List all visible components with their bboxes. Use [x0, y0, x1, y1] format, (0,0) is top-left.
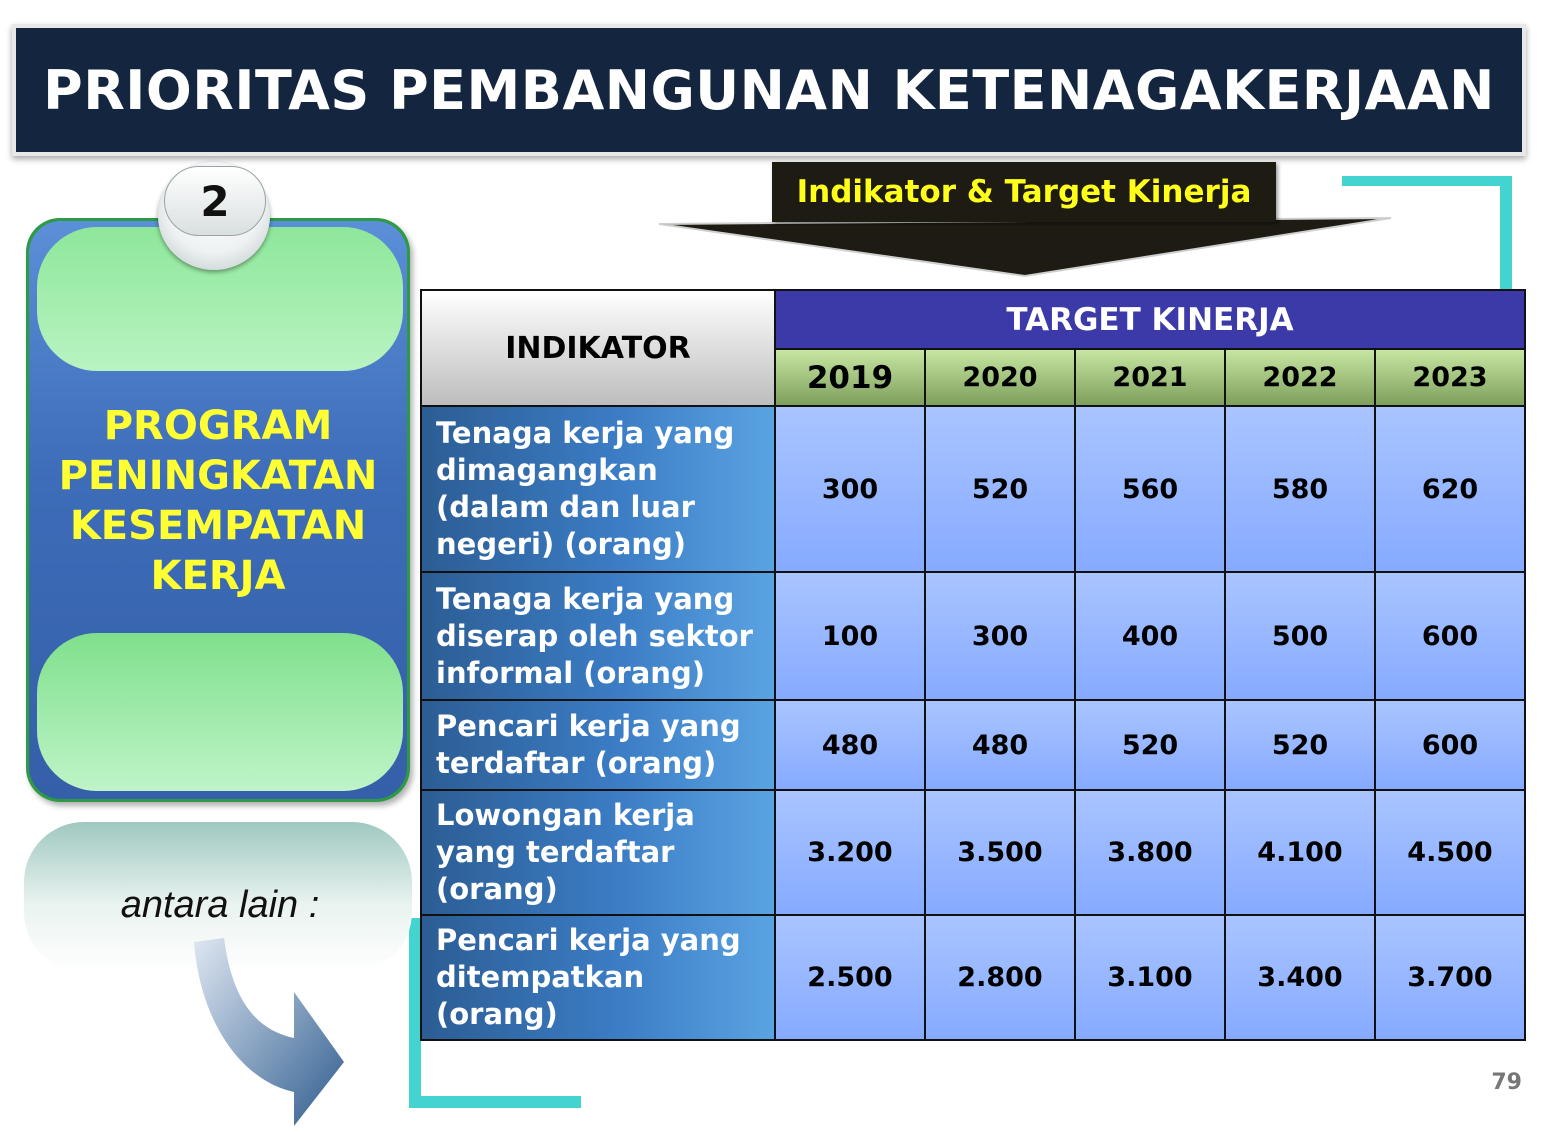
table-row: Pencari kerja yang terdaftar (orang) 480… — [420, 699, 1526, 791]
program-bottom-pill — [37, 633, 403, 791]
table-cell: 520 — [1224, 699, 1376, 791]
table-row: Tenaga kerja yang dimagangkan (dalam dan… — [420, 405, 1526, 573]
table-cell: 400 — [1074, 571, 1226, 701]
row-indicator-label: Pencari kerja yang ditempatkan (orang) — [420, 914, 776, 1041]
table-cell: 3.400 — [1224, 914, 1376, 1041]
table-cell: 600 — [1374, 571, 1526, 701]
row-indicator-label: Tenaga kerja yang diserap oleh sektor in… — [420, 571, 776, 701]
indicator-banner: Indikator & Target Kinerja — [772, 162, 1276, 222]
table-cell: 600 — [1374, 699, 1526, 791]
table-cell: 3.200 — [774, 789, 926, 916]
table-cell: 620 — [1374, 405, 1526, 573]
down-arrow-icon — [658, 217, 1392, 278]
row-indicator-label: Lowongan kerja yang terdaftar (orang) — [420, 789, 776, 916]
target-table: INDIKATOR TARGET KINERJA 2019 2020 2021 … — [420, 288, 1526, 1041]
target-kinerja-header: TARGET KINERJA — [774, 288, 1526, 351]
table-cell: 480 — [774, 699, 926, 791]
page-title: PRIORITAS PEMBANGUNAN KETENAGAKERJAAN — [43, 58, 1495, 122]
indikator-header: INDIKATOR — [420, 289, 776, 407]
table-cell: 2.800 — [924, 914, 1076, 1041]
table-cell: 100 — [774, 571, 926, 701]
year-header: 2019 — [774, 348, 926, 407]
table-row: Pencari kerja yang ditempatkan (orang) 2… — [420, 914, 1526, 1041]
program-title: PROGRAM PENINGKATAN KESEMPATAN KERJA — [29, 401, 407, 601]
year-header: 2021 — [1074, 348, 1226, 407]
table-cell: 500 — [1224, 571, 1376, 701]
table-cell: 520 — [1074, 699, 1226, 791]
table-cell: 580 — [1224, 405, 1376, 573]
table-cell: 520 — [924, 405, 1076, 573]
teal-bracket-top-horizontal — [1342, 176, 1512, 186]
table-cell: 560 — [1074, 405, 1226, 573]
row-indicator-label: Pencari kerja yang terdaftar (orang) — [420, 699, 776, 791]
program-title-line: KERJA — [150, 553, 286, 599]
table-cell: 3.700 — [1374, 914, 1526, 1041]
table-cell: 4.100 — [1224, 789, 1376, 916]
table-cell: 3.800 — [1074, 789, 1226, 916]
table-cell: 3.500 — [924, 789, 1076, 916]
year-header: 2023 — [1374, 348, 1526, 407]
curved-arrow-icon — [194, 938, 344, 1126]
table-row: Lowongan kerja yang terdaftar (orang) 3.… — [420, 789, 1526, 916]
teal-bracket-bottom-vertical — [409, 918, 421, 1108]
program-title-line: KESEMPATAN — [69, 503, 367, 549]
teal-bracket-bottom-horizontal — [409, 1096, 581, 1108]
year-header: 2022 — [1224, 348, 1376, 407]
table-cell: 2.500 — [774, 914, 926, 1041]
year-header: 2020 — [924, 348, 1076, 407]
teal-bracket-top-vertical — [1500, 176, 1512, 294]
table-row: Tenaga kerja yang diserap oleh sektor in… — [420, 571, 1526, 701]
program-card: PROGRAM PENINGKATAN KESEMPATAN KERJA — [26, 218, 410, 802]
program-title-line: PENINGKATAN — [58, 453, 378, 499]
table-cell: 3.100 — [1074, 914, 1226, 1041]
page-number: 79 — [1491, 1070, 1522, 1095]
note-text: antara lain : — [120, 884, 320, 926]
program-title-line: PROGRAM — [103, 403, 333, 449]
program-card-body: PROGRAM PENINGKATAN KESEMPATAN KERJA — [29, 221, 407, 799]
table-cell: 300 — [774, 405, 926, 573]
title-bar: PRIORITAS PEMBANGUNAN KETENAGAKERJAAN — [12, 24, 1526, 156]
row-indicator-label: Tenaga kerja yang dimagangkan (dalam dan… — [420, 405, 776, 573]
table-cell: 300 — [924, 571, 1076, 701]
table-cell: 4.500 — [1374, 789, 1526, 916]
table-cell: 480 — [924, 699, 1076, 791]
number-badge-label: 2 — [164, 166, 266, 236]
